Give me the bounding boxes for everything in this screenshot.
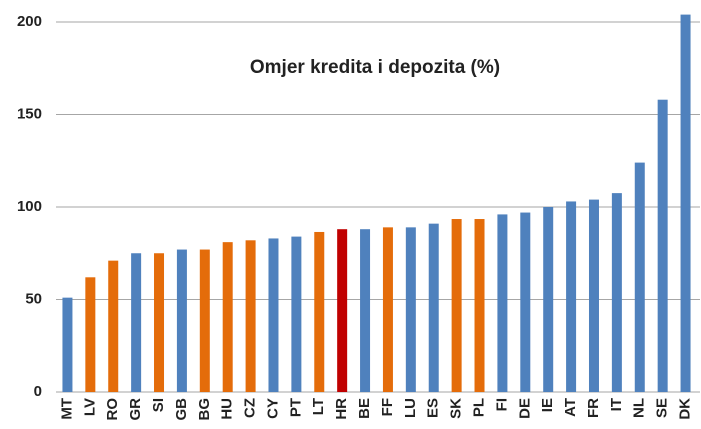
y-tick-label: 200 <box>17 13 42 30</box>
y-tick-label: 0 <box>34 383 42 400</box>
x-tick-label: DE <box>516 398 533 419</box>
bar <box>337 229 348 392</box>
x-tick-label: SK <box>448 398 465 419</box>
x-tick-label: FI <box>493 398 510 411</box>
y-tick-label: 100 <box>17 198 42 215</box>
x-tick-label: LT <box>310 398 327 415</box>
x-tick-label: GB <box>173 398 190 421</box>
x-tick-label: LU <box>402 398 419 418</box>
bar <box>382 227 393 392</box>
bar <box>451 219 462 392</box>
x-tick-label: FF <box>379 398 396 416</box>
x-tick-label: GR <box>127 398 144 421</box>
bar <box>611 193 622 392</box>
bar <box>405 227 416 392</box>
x-tick-label: IT <box>608 398 625 411</box>
bar <box>291 236 302 392</box>
x-tick-label: RO <box>104 398 121 421</box>
bar <box>314 231 325 392</box>
x-tick-label: HR <box>333 398 350 420</box>
bar <box>474 219 485 392</box>
x-tick-label: MT <box>58 398 75 420</box>
x-tick-label: SE <box>654 398 671 418</box>
bar <box>497 214 508 392</box>
bar <box>428 223 439 392</box>
bar <box>222 242 233 392</box>
x-tick-label: IE <box>539 398 556 412</box>
bar <box>680 14 691 392</box>
bar <box>543 207 554 392</box>
bar <box>657 99 668 392</box>
bar <box>520 212 531 392</box>
bar <box>62 297 73 392</box>
bar <box>245 240 256 392</box>
x-tick-label: NL <box>631 398 648 418</box>
chart-title: Omjer kredita i depozita (%) <box>250 57 500 78</box>
y-tick-label: 50 <box>25 290 42 307</box>
bar <box>588 199 599 392</box>
bar <box>360 229 371 392</box>
bar <box>131 253 142 392</box>
x-tick-label: CY <box>264 398 281 419</box>
bar <box>154 253 165 392</box>
bar <box>108 260 119 392</box>
bar <box>199 249 210 392</box>
x-tick-label: FR <box>585 398 602 418</box>
bar <box>566 201 577 392</box>
bar <box>268 238 279 392</box>
bar <box>634 162 645 392</box>
x-tick-label: AT <box>562 398 579 417</box>
x-tick-label: DK <box>677 398 694 420</box>
y-tick-label: 150 <box>17 105 42 122</box>
x-tick-label: PL <box>470 398 487 417</box>
x-tick-label: LV <box>81 398 98 416</box>
x-tick-label: HU <box>219 398 236 420</box>
bar <box>85 277 96 392</box>
x-tick-label: ES <box>425 398 442 418</box>
x-tick-label: SI <box>150 398 167 412</box>
bar <box>176 249 187 392</box>
x-tick-label: BG <box>196 398 213 421</box>
x-tick-label: CZ <box>242 398 259 418</box>
x-tick-label: BE <box>356 398 373 419</box>
x-tick-label: PT <box>287 398 304 417</box>
